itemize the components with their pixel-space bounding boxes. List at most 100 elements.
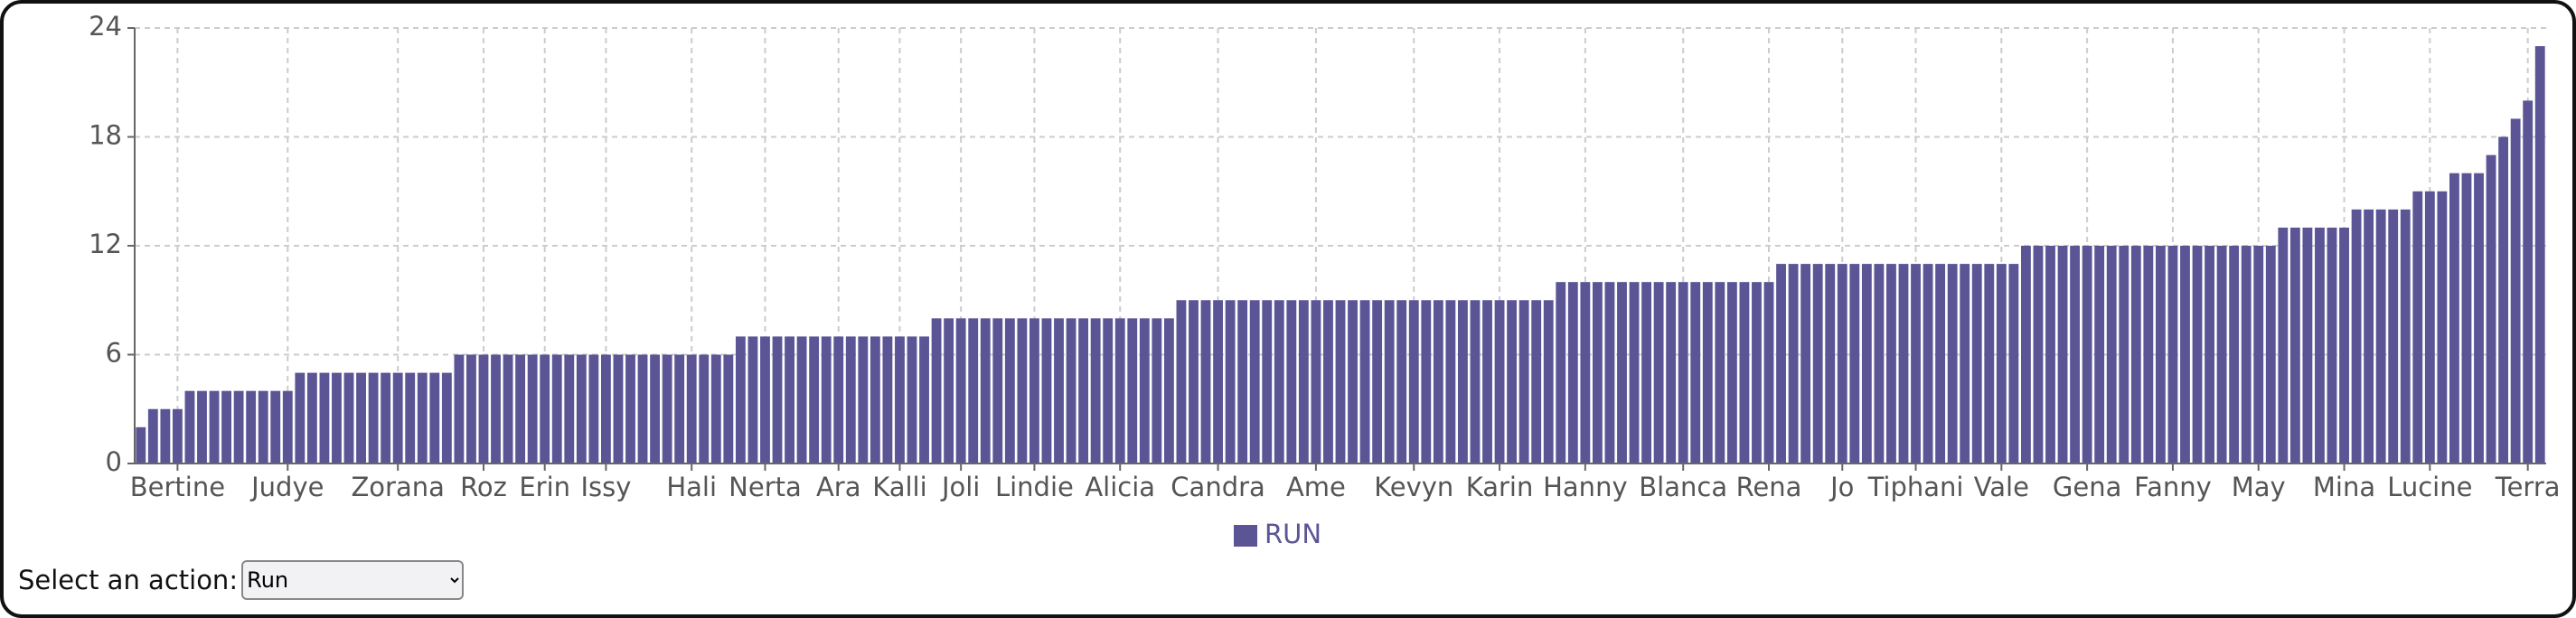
bar	[723, 354, 734, 464]
bar	[392, 372, 403, 464]
bar	[699, 354, 710, 464]
x-tick-label: Blanca	[1639, 472, 1727, 502]
bar	[1323, 300, 1333, 464]
bar	[2327, 227, 2337, 464]
bar	[895, 336, 905, 464]
bar	[2106, 246, 2117, 464]
bar	[760, 336, 770, 464]
bar	[1445, 300, 1456, 464]
x-tick-label: May	[2232, 472, 2286, 502]
bar	[1641, 282, 1651, 464]
bar	[1752, 282, 1762, 464]
x-tick-label: Joli	[940, 472, 980, 502]
bar	[2033, 246, 2044, 464]
x-tick-label: Lindie	[995, 472, 1074, 502]
x-tick-label: Issy	[580, 472, 631, 502]
bar	[1262, 300, 1273, 464]
bar	[2474, 173, 2484, 464]
bar	[381, 372, 391, 464]
bar	[258, 390, 268, 464]
bar	[907, 336, 917, 464]
bar	[1114, 318, 1125, 464]
bar	[637, 354, 648, 464]
bar	[662, 354, 672, 464]
x-tick-label: Vale	[1974, 472, 2029, 502]
bar	[2205, 246, 2214, 464]
bar	[306, 372, 317, 464]
bar	[1237, 300, 1248, 464]
bar	[2119, 246, 2129, 464]
x-tick-label: Gena	[2053, 472, 2121, 502]
bar	[2375, 209, 2386, 464]
bar	[2008, 264, 2019, 464]
legend-label: RUN	[1264, 519, 1321, 549]
action-select[interactable]: Run	[241, 560, 465, 600]
bar	[1592, 282, 1603, 464]
bar	[2180, 246, 2190, 464]
bar	[1225, 300, 1236, 464]
bar	[1396, 300, 1407, 464]
y-tick-label: 0	[106, 446, 122, 477]
bar	[785, 336, 794, 464]
x-tick-label: Rena	[1736, 472, 1802, 502]
bar	[1629, 282, 1640, 464]
bar	[1984, 264, 1995, 464]
bar	[1800, 264, 1811, 464]
bar	[821, 336, 832, 464]
bar	[2229, 246, 2240, 464]
bar	[1763, 282, 1774, 464]
bar	[160, 408, 171, 464]
bar	[625, 354, 635, 464]
bar	[870, 336, 880, 464]
bar	[221, 390, 231, 464]
legend-swatch	[1234, 525, 1257, 547]
x-tick-label: Fanny	[2134, 472, 2212, 502]
bar	[2130, 246, 2141, 464]
x-tick-label: Jo	[1829, 472, 1854, 502]
bar	[2424, 191, 2435, 464]
bar	[1947, 264, 1958, 464]
bar	[1580, 282, 1591, 464]
bar	[2339, 227, 2349, 464]
bar	[1384, 300, 1395, 464]
bar	[1653, 282, 1664, 464]
bar	[527, 354, 538, 464]
x-tick-label: Kalli	[872, 472, 926, 502]
bar	[1702, 282, 1713, 464]
x-tick-label: Mina	[2313, 472, 2375, 502]
bar	[233, 390, 244, 464]
x-tick-label: Zorana	[351, 472, 444, 502]
bar	[2412, 191, 2423, 464]
bar	[1556, 282, 1566, 464]
bar	[2192, 246, 2203, 464]
bar	[1029, 318, 1039, 464]
bar	[1543, 300, 1554, 464]
bar	[417, 372, 428, 464]
bar	[2082, 246, 2092, 464]
bar	[405, 372, 416, 464]
bar	[1678, 282, 1688, 464]
bar	[1004, 318, 1015, 464]
bar	[1518, 300, 1529, 464]
bar	[2253, 246, 2264, 464]
bar	[1617, 282, 1627, 464]
bar	[1911, 264, 1921, 464]
bar	[600, 354, 611, 464]
bar	[515, 354, 526, 464]
y-tick-label: 18	[89, 120, 122, 151]
bar	[2534, 46, 2545, 464]
bar	[735, 336, 746, 464]
bar	[343, 372, 354, 464]
bar	[270, 390, 281, 464]
bar	[1348, 300, 1358, 464]
bar	[2278, 227, 2289, 464]
bar	[2400, 209, 2411, 464]
bar	[980, 318, 991, 464]
bar	[2265, 246, 2276, 464]
y-tick-label: 6	[106, 338, 122, 369]
bar	[1788, 264, 1799, 464]
bar	[1935, 264, 1946, 464]
x-tick-label: Ame	[1286, 472, 1346, 502]
